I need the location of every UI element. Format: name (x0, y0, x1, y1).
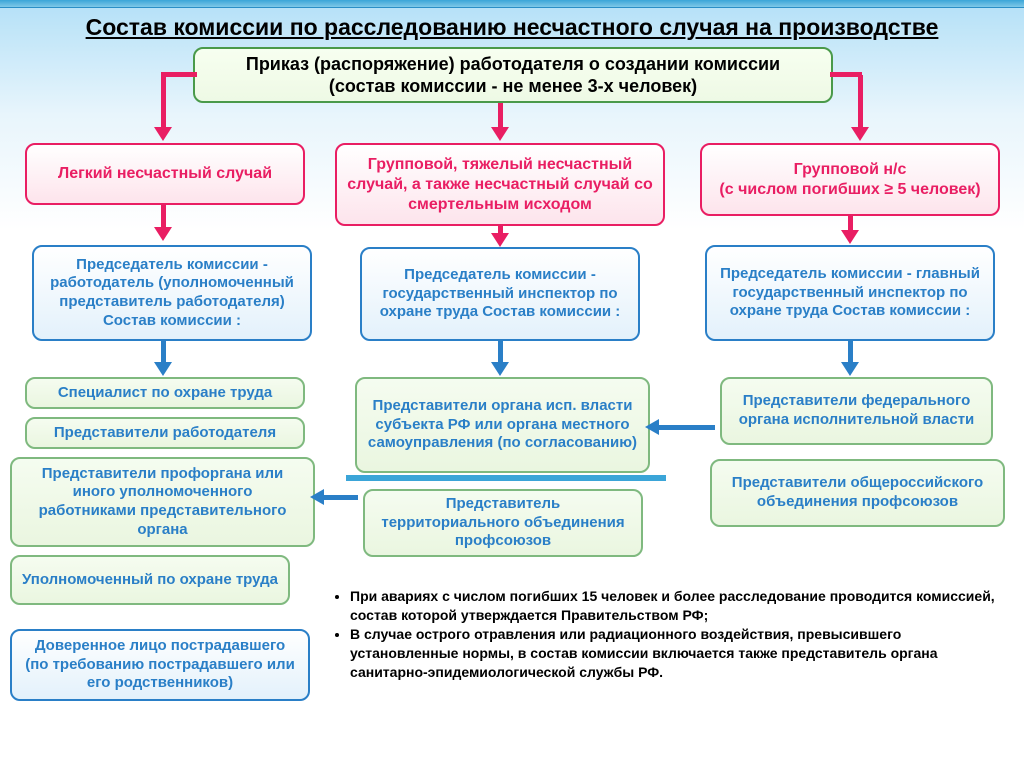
order-line1: Приказ (распоряжение) работодателя о соз… (246, 53, 780, 76)
col3-federal: Представители федерального органа исполн… (720, 377, 993, 445)
order-line2: (состав комиссии - не менее 3-х человек) (329, 75, 697, 98)
category-group: Групповой, тяжелый несчастный случай, а … (335, 143, 665, 226)
chair-light: Председатель комиссии - работодатель (уп… (32, 245, 312, 341)
chair-death: Председатель комиссии - главный государс… (705, 245, 995, 341)
page-title: Состав комиссии по расследованию несчаст… (0, 8, 1024, 47)
col1-employer-rep: Представители работодателя (25, 417, 305, 449)
col3-union: Представители общероссийского объединени… (710, 459, 1005, 527)
chair-group: Председатель комиссии - государственный … (360, 247, 640, 341)
col1-authorized: Уполномоченный по охране труда (10, 555, 290, 605)
col1-trusted: Доверенное лицо пострадавшего (по требов… (10, 629, 310, 701)
footnotes: При авариях с числом погибших 15 человек… (338, 587, 1008, 681)
col1-specialist: Специалист по охране труда (25, 377, 305, 409)
col2-authority: Представители органа исп. власти субъект… (355, 377, 650, 473)
flowchart-canvas: Приказ (распоряжение) работодателя о соз… (0, 47, 1024, 757)
category-light: Легкий несчастный случай (25, 143, 305, 205)
order-box: Приказ (распоряжение) работодателя о соз… (193, 47, 833, 103)
col1-proforgan: Представители профоргана или иного уполн… (10, 457, 315, 547)
category-death: Групповой н/с (с числом погибших ≥ 5 чел… (700, 143, 1000, 216)
col2-union: Представитель территориального объединен… (363, 489, 643, 557)
